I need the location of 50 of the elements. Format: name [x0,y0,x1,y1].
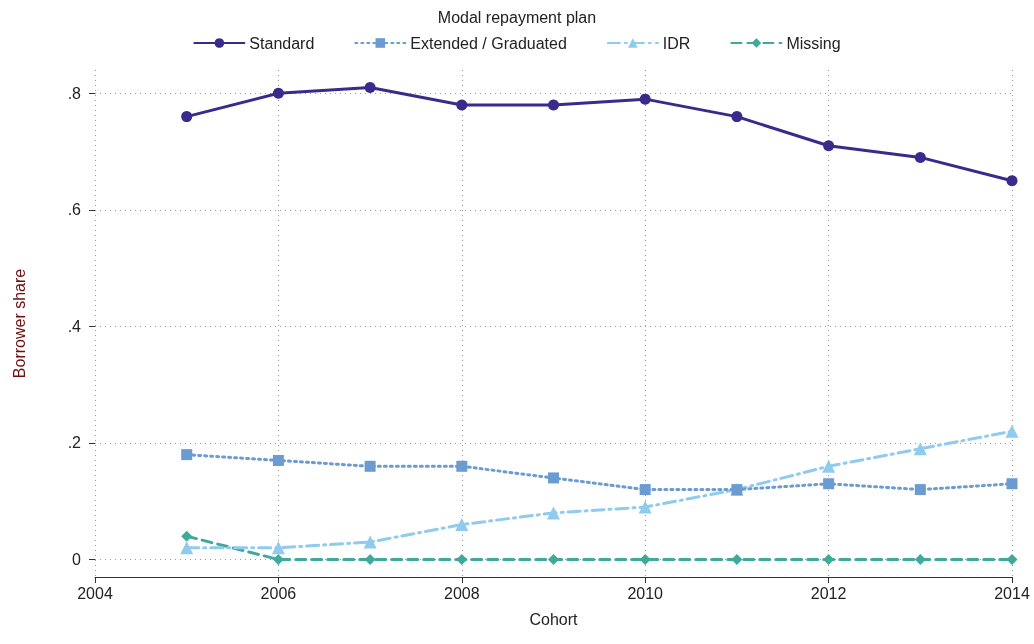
point [548,99,559,111]
point [271,541,285,555]
point [823,140,835,152]
y-tick-label: .6 [67,201,82,219]
point [914,151,926,163]
point [364,81,376,93]
point [455,518,469,532]
y-axis-title: Borrower share [10,268,28,379]
point [272,454,284,466]
point [913,442,927,456]
point [822,459,836,473]
point [547,506,560,520]
x-tick-label: 2014 [994,584,1030,602]
point [181,530,193,542]
x-tick-label: 2004 [77,584,113,602]
point [181,449,193,461]
point [638,500,652,514]
point [1006,175,1018,187]
legend-title: Modal repayment plan [437,8,597,26]
y-tick-label: .8 [67,84,82,102]
point [272,554,284,566]
point [180,541,194,555]
point [914,484,926,496]
y-tick-label: .2 [67,434,82,452]
point [548,472,559,484]
legend-label: IDR [662,34,691,52]
point [914,554,926,566]
point [1006,478,1018,490]
point [272,87,284,99]
y-tick-label: 0 [72,551,82,569]
point [639,484,651,496]
x-tick-label: 2006 [260,584,297,602]
x-tick-label: 2010 [627,584,664,602]
point [731,111,743,123]
x-tick-label: 2012 [810,584,847,602]
point [456,99,468,111]
point [548,554,559,566]
x-axis-title: Cohort [529,610,579,628]
point [1005,424,1019,438]
x-tick-label: 2008 [444,584,480,602]
legend-label: Missing [786,34,841,52]
legend-label: Standard [249,34,315,52]
y-tick-label: .4 [67,317,82,335]
point [639,93,651,105]
legend-label: Extended / Graduated [410,34,567,52]
point [823,478,835,490]
point [363,535,377,549]
point [181,111,193,123]
point [364,460,376,472]
point [456,460,468,472]
